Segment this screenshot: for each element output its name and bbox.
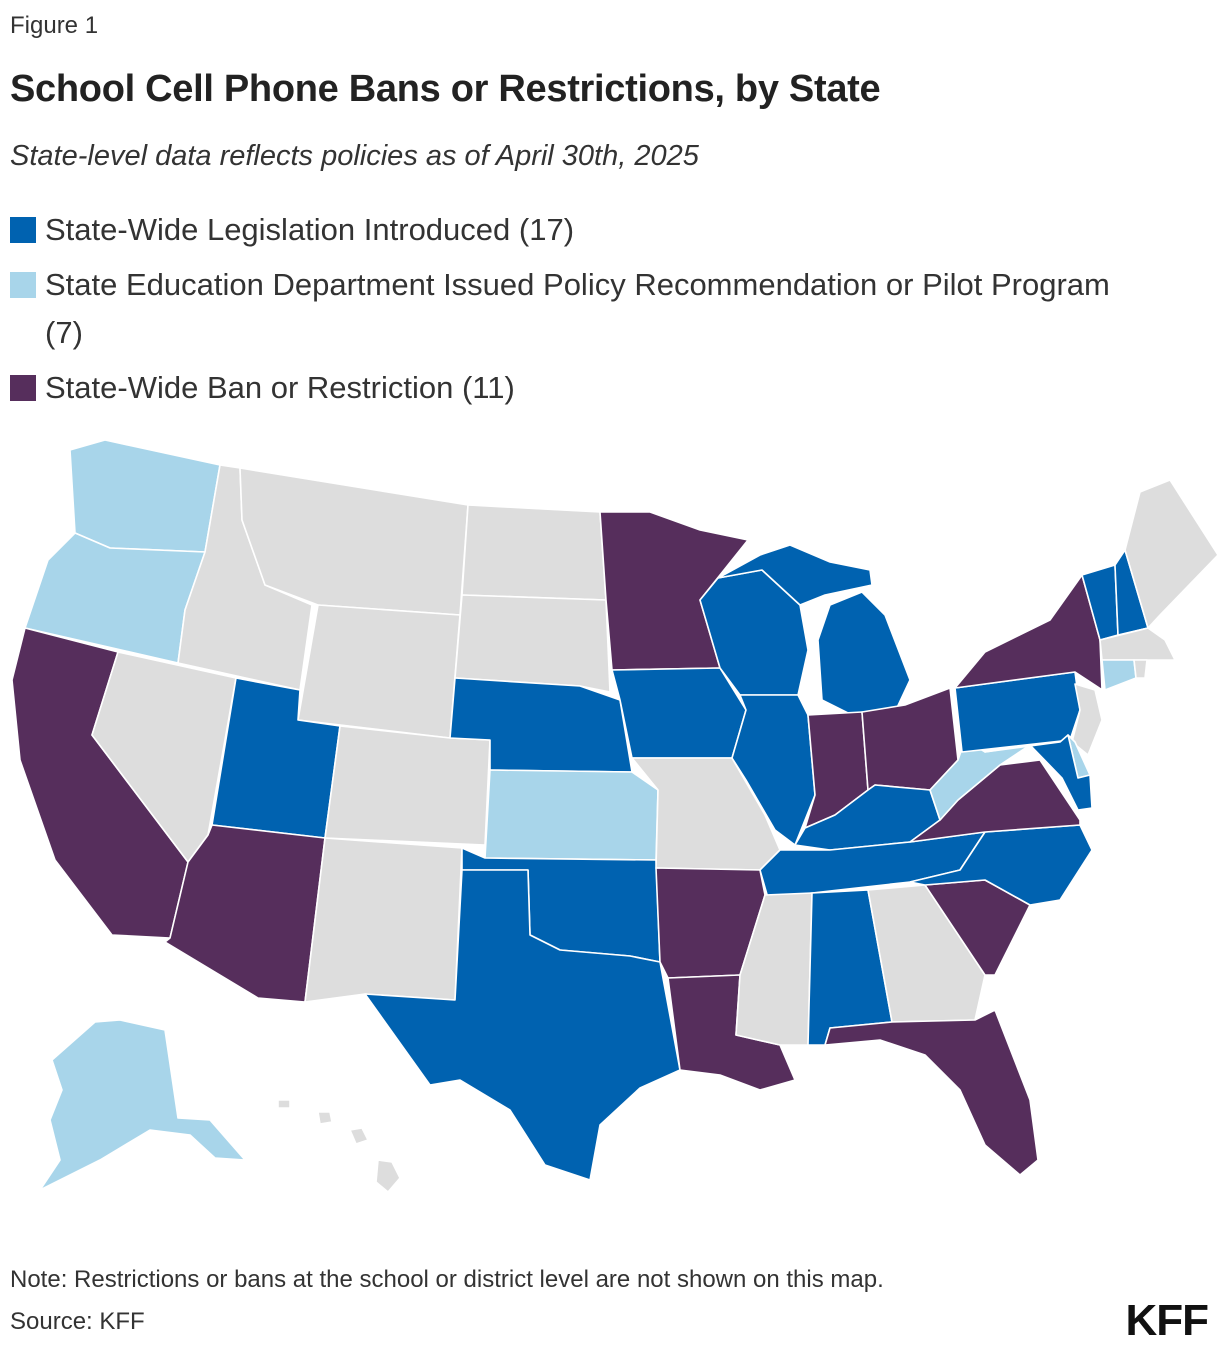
state-wa[interactable] xyxy=(69,439,221,553)
state-ia[interactable] xyxy=(611,667,747,759)
legend-item-recommendation: State Education Department Issued Policy… xyxy=(10,261,1120,357)
state-nc[interactable] xyxy=(909,824,1093,906)
footnote: Note: Restrictions or bans at the school… xyxy=(10,1266,884,1293)
chart-title: School Cell Phone Bans or Restrictions, … xyxy=(10,68,881,110)
legend-swatch-ban xyxy=(10,375,36,401)
state-hi-kauai[interactable] xyxy=(277,1099,291,1109)
legend-swatch-legislation xyxy=(10,217,36,243)
state-ks[interactable] xyxy=(484,769,659,861)
state-fl[interactable] xyxy=(824,1009,1039,1176)
legend-label-recommendation: State Education Department Issued Policy… xyxy=(45,267,1110,350)
state-mi-lower[interactable] xyxy=(817,591,911,716)
state-nd[interactable] xyxy=(461,504,607,601)
state-ri[interactable] xyxy=(1133,659,1148,679)
legend-swatch-recommendation xyxy=(10,272,36,298)
state-wy[interactable] xyxy=(297,604,461,739)
legend-label-legislation: State-Wide Legislation Introduced (17) xyxy=(45,212,575,247)
state-mi-upper[interactable] xyxy=(717,544,873,606)
kff-logo: KFF xyxy=(1125,1296,1209,1345)
state-co[interactable] xyxy=(324,725,491,846)
legend: State-Wide Legislation Introduced (17) S… xyxy=(10,206,1120,419)
us-states-map xyxy=(11,439,1219,1193)
source-line: Source: KFF xyxy=(10,1308,145,1335)
state-hi-main[interactable] xyxy=(375,1159,401,1193)
legend-item-legislation: State-Wide Legislation Introduced (17) xyxy=(10,206,1120,254)
state-nj[interactable] xyxy=(1071,683,1103,756)
state-ga[interactable] xyxy=(867,884,986,1023)
chart-subtitle: State-level data reflects policies as of… xyxy=(10,140,699,172)
state-md[interactable] xyxy=(984,734,1093,811)
state-tx[interactable] xyxy=(364,869,681,1181)
state-nm[interactable] xyxy=(304,837,463,1003)
state-il[interactable] xyxy=(731,694,816,846)
state-ak[interactable] xyxy=(39,1019,246,1191)
state-hi-oahu[interactable] xyxy=(317,1111,333,1125)
state-ct[interactable] xyxy=(1101,659,1137,691)
legend-item-ban: State-Wide Ban or Restriction (11) xyxy=(10,364,1120,412)
figure-label: Figure 1 xyxy=(10,12,99,39)
legend-label-ban: State-Wide Ban or Restriction (11) xyxy=(45,370,515,405)
state-hi-maui[interactable] xyxy=(349,1127,369,1145)
state-sd[interactable] xyxy=(454,594,611,693)
